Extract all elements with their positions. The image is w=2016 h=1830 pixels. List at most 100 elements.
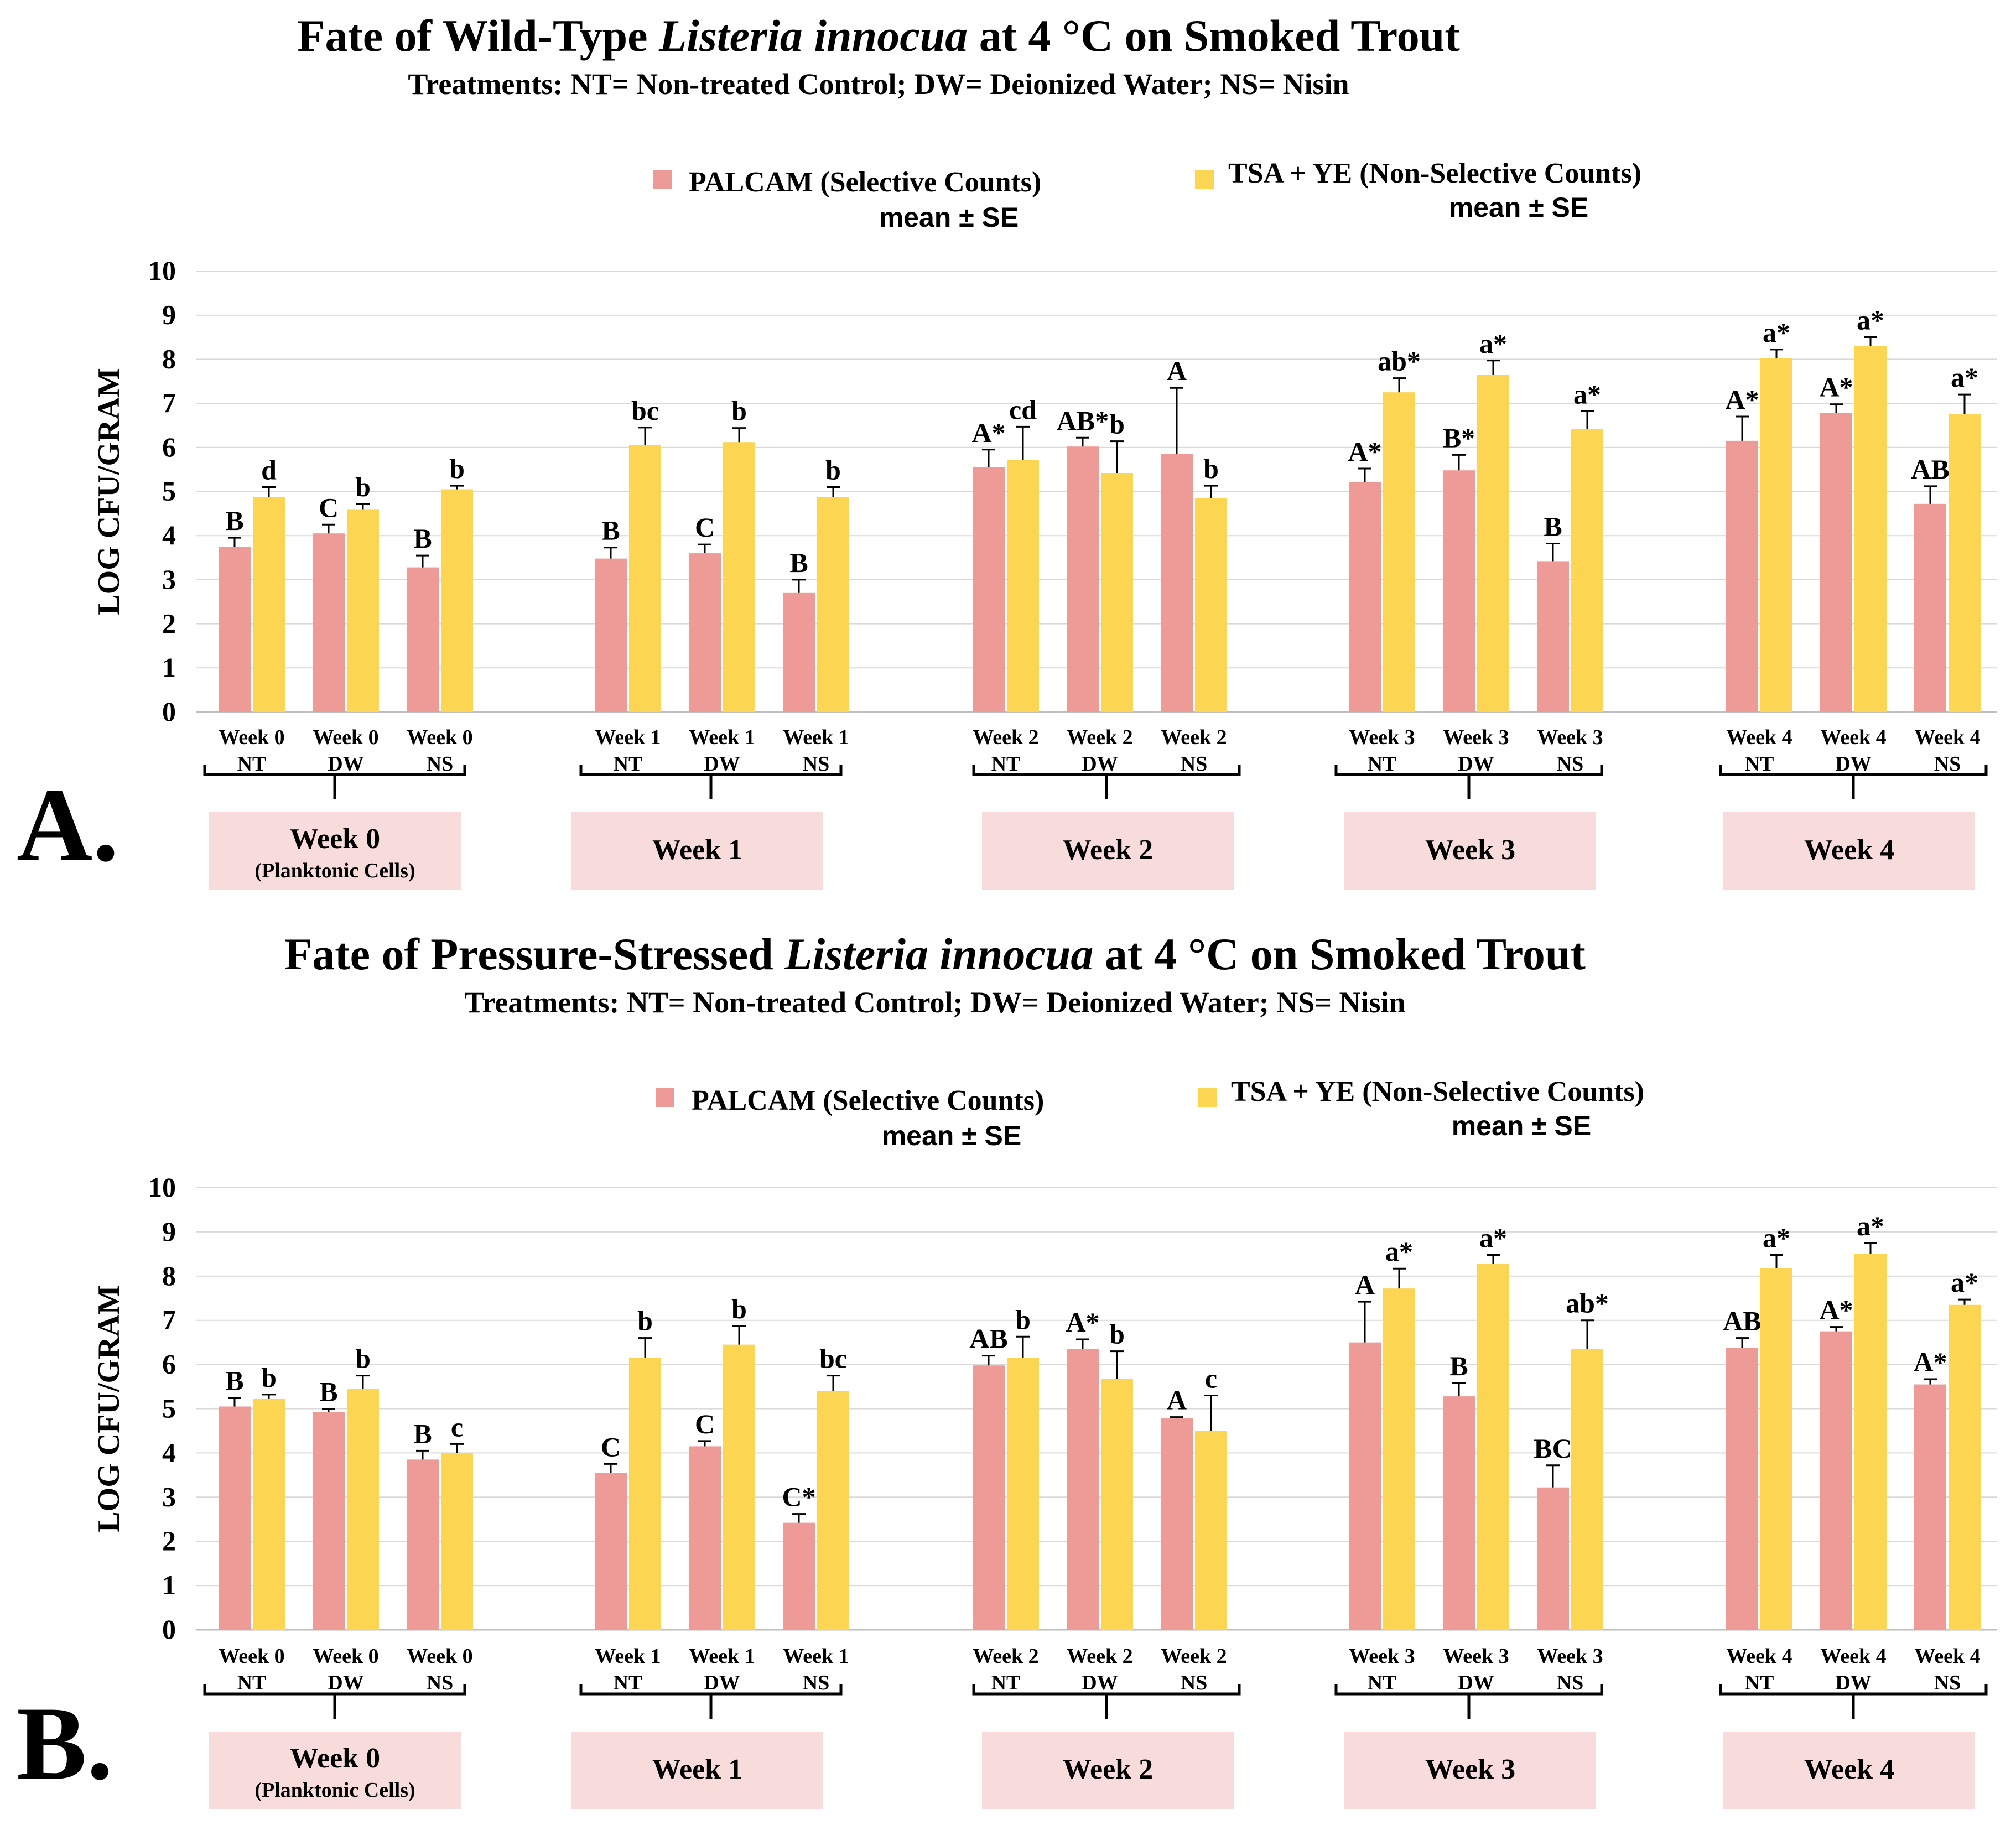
significance-letter: A	[1167, 355, 1187, 386]
chart-title: Fate of Wild-Type Listeria innocua at 4 …	[297, 11, 1459, 61]
y-tick-label: 5	[162, 1393, 176, 1424]
week-box-label: Week 2	[1063, 834, 1153, 866]
bar-palcam	[407, 1459, 439, 1630]
x-tick-label-week: Week 1	[783, 1645, 849, 1668]
x-tick-label-treatment: NT	[991, 752, 1021, 776]
y-tick-label: 2	[162, 1525, 176, 1556]
y-tick-label: 7	[162, 1304, 176, 1335]
bar-palcam	[689, 553, 721, 712]
significance-letter: C*	[782, 1481, 815, 1512]
bar-tsa	[441, 1453, 473, 1630]
title-part: at 4 °C on Smoked Trout	[968, 11, 1459, 61]
bar-palcam	[313, 1412, 345, 1630]
x-tick-label-treatment: NT	[237, 1671, 267, 1694]
bar-tsa	[629, 445, 661, 712]
significance-letter: ab*	[1566, 1288, 1609, 1319]
significance-letter: B	[1449, 1350, 1468, 1381]
significance-letter: c	[451, 1411, 463, 1442]
significance-letter: b	[355, 471, 371, 502]
week-box-label: Week 1	[652, 1754, 742, 1785]
x-tick-label-week: Week 3	[1349, 1645, 1415, 1668]
significance-letter: B	[413, 523, 432, 554]
y-tick-label: 8	[162, 1260, 176, 1291]
significance-letter: C	[319, 492, 339, 523]
x-tick-label-week: Week 4	[1726, 1645, 1792, 1668]
significance-letter: c	[1205, 1363, 1217, 1394]
bar-tsa	[347, 509, 379, 712]
y-tick-label: 2	[162, 608, 176, 639]
bar-tsa	[723, 442, 755, 712]
y-tick-label: 0	[162, 696, 176, 727]
x-tick-label-week: Week 0	[219, 1645, 284, 1668]
significance-letter: bc	[819, 1343, 847, 1374]
x-tick-label-treatment: NT	[614, 1671, 643, 1694]
week-box-label: Week 4	[1804, 1754, 1894, 1785]
significance-letter: B	[413, 1418, 432, 1449]
significance-letter: a*	[1951, 1267, 1978, 1298]
legend-note-palcam: mean ± SE	[882, 1120, 1022, 1151]
x-tick-label-week: Week 4	[1726, 726, 1792, 749]
bar-palcam	[313, 533, 345, 712]
x-tick-label-week: Week 0	[219, 726, 284, 749]
x-tick-label-treatment: NS	[1181, 1671, 1208, 1694]
x-tick-label-treatment: DW	[1458, 752, 1494, 776]
significance-letter: A*	[1819, 1294, 1853, 1325]
bar-palcam	[1067, 446, 1099, 712]
significance-letter: b	[261, 1362, 277, 1393]
x-tick-label-treatment: DW	[1082, 752, 1118, 776]
x-tick-label-week: Week 1	[689, 1645, 755, 1668]
x-tick-label-week: Week 1	[783, 726, 849, 749]
significance-letter: a*	[1479, 328, 1507, 359]
week-box-label: Week 2	[1063, 1754, 1153, 1785]
significance-letter: A	[1167, 1385, 1187, 1416]
bar-tsa	[1383, 1288, 1415, 1630]
x-tick-label-week: Week 2	[973, 726, 1038, 749]
bar-palcam	[1161, 454, 1193, 712]
bar-tsa	[1949, 1305, 1981, 1630]
significance-letter: a*	[1573, 378, 1601, 409]
y-axis-label: LOG CFU/GRAM	[92, 368, 126, 615]
x-tick-label-week: Week 1	[595, 726, 661, 749]
bar-palcam	[595, 559, 627, 712]
x-tick-label-treatment: DW	[328, 752, 363, 776]
x-tick-label-treatment: NS	[803, 752, 830, 776]
bar-palcam	[1349, 1343, 1381, 1630]
x-tick-label-treatment: NT	[1368, 1671, 1397, 1694]
week-box-sublabel: (Planktonic Cells)	[254, 1779, 415, 1802]
bar-palcam	[783, 1523, 815, 1630]
bar-palcam	[595, 1473, 627, 1630]
significance-letter: b	[825, 455, 841, 486]
bar-palcam	[219, 1407, 251, 1630]
bar-palcam	[1914, 1385, 1946, 1630]
y-tick-label: 6	[162, 431, 176, 462]
panel-label: B.	[17, 1686, 113, 1802]
panel-label: A.	[17, 767, 119, 883]
significance-letter: a*	[1479, 1222, 1507, 1253]
y-tick-label: 3	[162, 564, 176, 595]
x-tick-label-treatment: NS	[1181, 752, 1208, 776]
bar-tsa	[1477, 375, 1509, 712]
significance-letter: b	[449, 453, 465, 484]
bar-palcam	[783, 593, 815, 712]
bar-tsa	[1383, 392, 1415, 712]
legend-label-tsa: TSA + YE (Non-Selective Counts)	[1228, 158, 1641, 189]
significance-letter: a*	[1763, 317, 1790, 348]
title-part: Fate of Pressure-Stressed	[284, 929, 784, 979]
significance-letter: a*	[1857, 1210, 1884, 1241]
x-tick-label-treatment: NS	[1557, 1671, 1584, 1694]
x-tick-label-treatment: DW	[704, 752, 740, 776]
x-tick-label-treatment: DW	[1458, 1671, 1494, 1694]
legend-swatch-palcam	[656, 1088, 674, 1107]
significance-letter: b	[1203, 453, 1219, 484]
legend-note-palcam: mean ± SE	[879, 202, 1019, 233]
bar-palcam	[1537, 561, 1569, 712]
bar-tsa	[253, 497, 285, 712]
y-tick-label: 9	[162, 299, 176, 330]
legend-swatch-tsa	[1198, 1088, 1217, 1107]
bar-tsa	[1101, 473, 1133, 712]
significance-letter: b	[1015, 1304, 1031, 1335]
x-tick-label-week: Week 2	[973, 1645, 1038, 1668]
significance-letter: b	[731, 396, 747, 427]
x-tick-label-treatment: NS	[1557, 752, 1584, 776]
title-part: Listeria innocua	[784, 929, 1093, 979]
